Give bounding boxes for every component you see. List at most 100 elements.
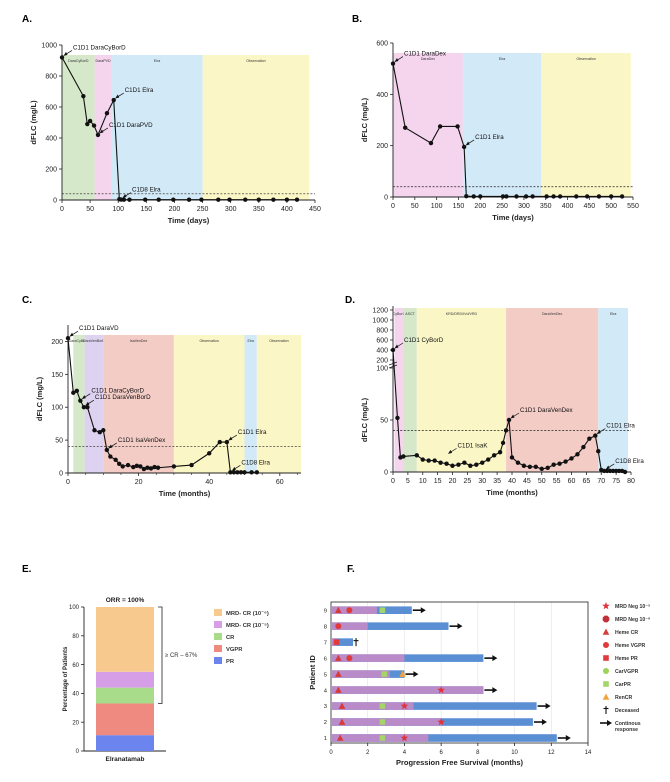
continuing-arrowhead	[492, 687, 498, 694]
y-axis-label: dFLC (mg/L)	[29, 100, 38, 145]
x-tick-label: 12	[548, 750, 555, 756]
y-tick-label: 0	[59, 471, 63, 478]
patient-id-label: 3	[324, 704, 327, 710]
response-marker-square	[379, 735, 386, 741]
bar-segment-1	[96, 703, 154, 736]
data-point	[450, 463, 455, 468]
response-marker	[346, 655, 353, 662]
data-point	[515, 460, 521, 465]
y-tick-label: 400	[376, 92, 388, 99]
annotation-label: C1D1 Elra	[238, 429, 267, 436]
x-tick-label: 40	[508, 478, 516, 485]
bar-segment-3	[96, 671, 154, 688]
x-tick-label: 10	[511, 750, 518, 756]
y-tick-label: 100	[69, 605, 80, 611]
patient-id-label: 4	[324, 688, 328, 694]
data-point	[294, 197, 300, 202]
x-tick-label: 14	[585, 750, 592, 756]
continuing-arrowhead	[545, 703, 551, 710]
legend-label: Heme CR	[615, 630, 638, 636]
annotation-arrowhead	[108, 444, 113, 449]
data-point	[437, 124, 443, 129]
data-point	[92, 428, 97, 433]
data-point	[551, 462, 556, 467]
data-point	[141, 466, 147, 472]
x-tick-label: 300	[225, 206, 237, 213]
panel-label: D.	[345, 295, 355, 306]
data-point	[474, 462, 479, 467]
cr-bracket-label: ≥ CR – 67%	[165, 653, 198, 659]
data-point	[403, 125, 408, 130]
data-point	[125, 462, 131, 468]
treatment-band-4	[244, 335, 257, 473]
pfs-bar	[331, 734, 557, 742]
data-point	[284, 197, 290, 202]
data-point	[569, 456, 574, 461]
data-point	[509, 455, 515, 460]
x-tick-label: 45	[523, 478, 531, 485]
data-point	[199, 197, 204, 202]
data-point	[155, 465, 161, 470]
y-tick-label-top: 1200	[372, 308, 388, 315]
panel-label: E.	[22, 564, 32, 575]
data-point	[235, 470, 240, 475]
data-point	[456, 462, 461, 467]
x-tick-label: 4	[403, 750, 407, 756]
response-marker	[437, 718, 445, 726]
treatment-band-0	[73, 335, 85, 473]
treatment-band-label: DaraPVD	[95, 59, 111, 63]
response-marker-square	[379, 607, 386, 613]
y-tick-label: 150	[51, 372, 63, 379]
y-tick-label: 1000	[41, 43, 57, 50]
continuing-arrowhead	[492, 655, 498, 662]
data-point	[551, 194, 556, 199]
treatment-band-3	[202, 55, 310, 200]
data-point	[557, 461, 562, 466]
x-tick-label: 50	[411, 203, 419, 210]
data-point	[504, 194, 509, 199]
x-tick-label: 60	[568, 478, 576, 485]
x-tick-label: 0	[391, 203, 395, 210]
annotation-arrowhead	[85, 401, 90, 406]
patient-id-label: 2	[324, 720, 327, 726]
response-marker-square	[379, 703, 386, 709]
treatment-band-label: DaraCyBorD	[68, 59, 89, 63]
panel-label: F.	[347, 564, 355, 575]
legend-label: Heme VGPR	[615, 643, 646, 649]
legend-label: Heme PR	[615, 656, 638, 662]
response-marker	[335, 623, 342, 630]
panel-label: C.	[22, 295, 32, 306]
treatment-band-label: Elra	[610, 312, 616, 316]
prior-segment	[331, 606, 377, 614]
x-tick-label: 0	[329, 750, 333, 756]
legend-label-cont: response	[615, 727, 638, 733]
data-point	[464, 194, 469, 199]
treatment-band-label: DaraVenDex	[542, 312, 563, 316]
data-point	[78, 398, 83, 403]
legend-marker	[603, 681, 609, 687]
cr-bracket	[158, 606, 163, 704]
y-tick-label-top: 400	[376, 348, 388, 355]
response-marker	[400, 702, 409, 710]
x-tick-label: 20	[449, 478, 457, 485]
x-tick-label: 200	[169, 206, 181, 213]
bar-segment-4	[96, 607, 154, 672]
y-tick-label: 200	[45, 167, 57, 174]
legend-label: PR	[226, 659, 235, 665]
legend-label: CR	[226, 635, 235, 641]
x-tick-label: 40	[205, 479, 213, 486]
continuing-arrowhead	[413, 671, 419, 678]
legend-label: VGPR	[226, 647, 243, 653]
patient-id-label: 5	[324, 672, 327, 678]
x-tick-label: 400	[281, 206, 293, 213]
treatment-band-2	[111, 55, 203, 200]
legend-marker	[603, 642, 609, 648]
y-axis-label: dFLC (mg/L)	[360, 397, 369, 442]
prior-segment	[331, 654, 405, 662]
annotation-arrowhead	[99, 129, 104, 134]
annotation-arrowhead	[122, 194, 127, 199]
y-tick-label: 600	[376, 41, 388, 48]
prior-segment	[331, 670, 390, 678]
response-marker	[335, 686, 342, 693]
response-marker-square	[379, 719, 386, 725]
